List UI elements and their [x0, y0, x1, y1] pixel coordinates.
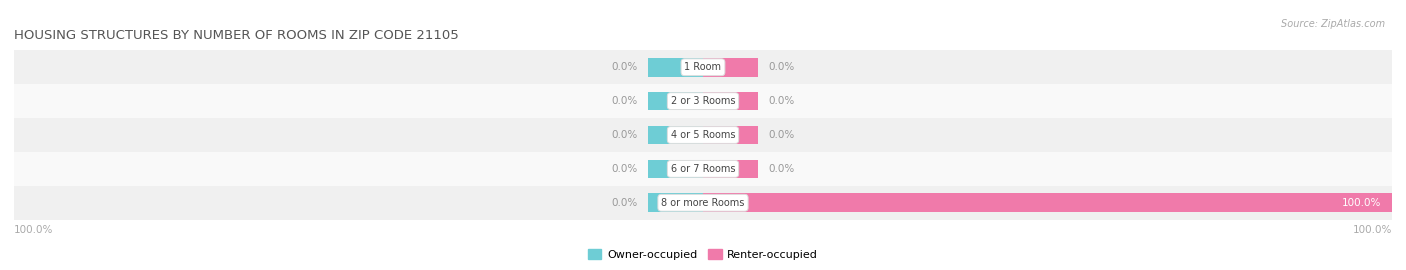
Bar — [648, 160, 703, 178]
Text: 0.0%: 0.0% — [769, 96, 794, 106]
Legend: Owner-occupied, Renter-occupied: Owner-occupied, Renter-occupied — [583, 245, 823, 264]
Bar — [703, 126, 758, 144]
Text: 8 or more Rooms: 8 or more Rooms — [661, 198, 745, 208]
Bar — [703, 160, 758, 178]
Bar — [648, 126, 703, 144]
Bar — [648, 193, 703, 212]
Text: HOUSING STRUCTURES BY NUMBER OF ROOMS IN ZIP CODE 21105: HOUSING STRUCTURES BY NUMBER OF ROOMS IN… — [14, 29, 458, 42]
Text: 100.0%: 100.0% — [14, 225, 53, 235]
Bar — [703, 193, 1392, 212]
Text: 1 Room: 1 Room — [685, 62, 721, 72]
Bar — [703, 92, 758, 110]
Bar — [14, 152, 1392, 186]
Text: 2 or 3 Rooms: 2 or 3 Rooms — [671, 96, 735, 106]
Text: 0.0%: 0.0% — [612, 130, 637, 140]
Text: 100.0%: 100.0% — [1343, 198, 1382, 208]
Text: 0.0%: 0.0% — [612, 96, 637, 106]
Text: 0.0%: 0.0% — [769, 164, 794, 174]
Bar — [703, 58, 758, 77]
Bar — [14, 84, 1392, 118]
Text: 0.0%: 0.0% — [612, 198, 637, 208]
Text: Source: ZipAtlas.com: Source: ZipAtlas.com — [1281, 19, 1385, 29]
Bar — [648, 92, 703, 110]
Text: 0.0%: 0.0% — [612, 62, 637, 72]
Bar — [648, 58, 703, 77]
Bar — [14, 186, 1392, 220]
Bar — [14, 50, 1392, 84]
Text: 100.0%: 100.0% — [1353, 225, 1392, 235]
Text: 0.0%: 0.0% — [769, 62, 794, 72]
Bar — [14, 118, 1392, 152]
Text: 0.0%: 0.0% — [769, 130, 794, 140]
Text: 0.0%: 0.0% — [612, 164, 637, 174]
Text: 6 or 7 Rooms: 6 or 7 Rooms — [671, 164, 735, 174]
Text: 4 or 5 Rooms: 4 or 5 Rooms — [671, 130, 735, 140]
